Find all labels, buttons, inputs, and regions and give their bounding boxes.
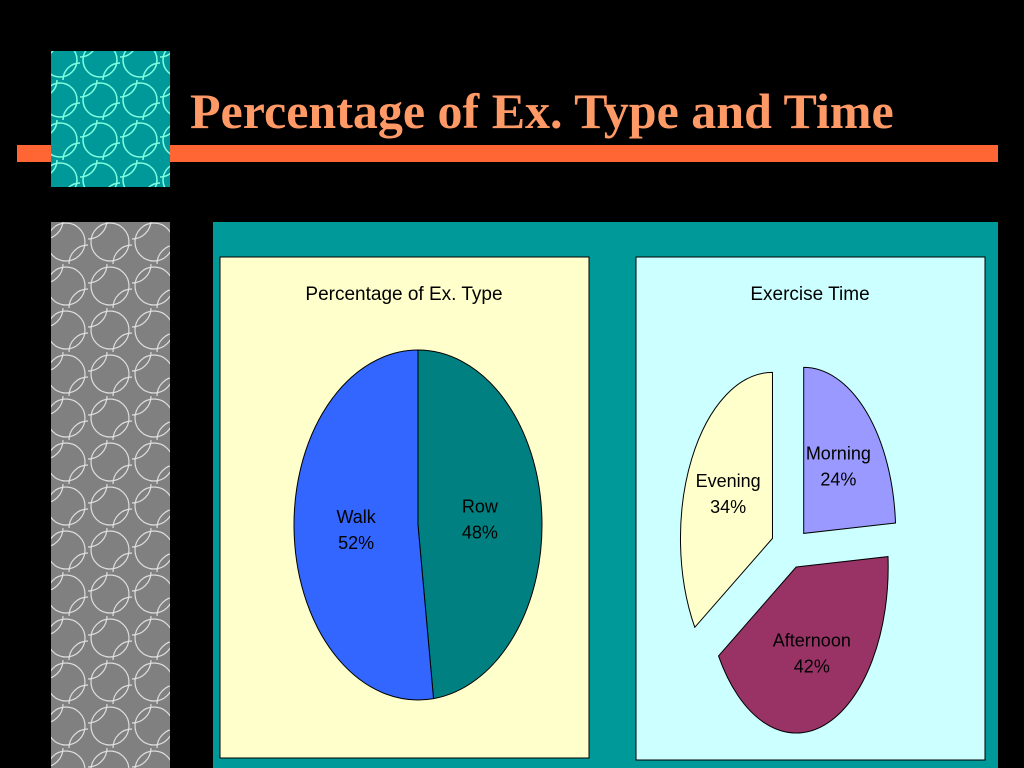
slice-label: Row — [462, 496, 499, 516]
pie-slice — [679, 371, 773, 629]
slice-value: 34% — [710, 497, 746, 517]
pie-slice — [803, 366, 897, 534]
chart-title: Exercise Time — [750, 284, 869, 305]
slide-title: Percentage of Ex. Type and Time — [190, 83, 894, 139]
slice-label: Walk — [336, 507, 376, 527]
slice-value: 24% — [820, 470, 856, 490]
chart-title: Percentage of Ex. Type — [305, 284, 502, 305]
decor-pattern — [51, 222, 170, 768]
pie-slice — [717, 556, 889, 734]
slice-label: Afternoon — [773, 631, 851, 651]
slice-value: 52% — [338, 533, 374, 553]
pie-slice — [417, 349, 543, 700]
decor-pattern — [51, 51, 170, 187]
title-bar — [17, 145, 998, 162]
slice-label: Morning — [806, 444, 871, 464]
slice-value: 42% — [794, 657, 830, 677]
slice-label: Evening — [696, 471, 761, 491]
slice-value: 48% — [462, 522, 498, 542]
pie-slice — [293, 349, 435, 701]
